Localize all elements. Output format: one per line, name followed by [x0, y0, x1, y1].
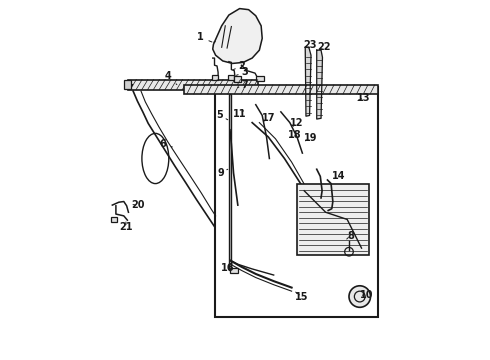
Polygon shape [213, 9, 262, 63]
Text: 18: 18 [288, 130, 301, 140]
Bar [256, 76, 264, 81]
Text: 15: 15 [295, 292, 308, 302]
Circle shape [349, 286, 370, 307]
Text: 11: 11 [233, 109, 247, 119]
Polygon shape [317, 50, 322, 119]
Text: 22: 22 [317, 42, 331, 51]
Bar [184, 85, 378, 94]
Text: 16: 16 [221, 263, 235, 273]
Polygon shape [229, 94, 231, 270]
Bar [215, 87, 378, 317]
Text: 19: 19 [303, 133, 317, 143]
Text: 13: 13 [357, 93, 371, 103]
Bar [128, 80, 258, 90]
Text: 21: 21 [119, 222, 133, 232]
Text: 9: 9 [217, 168, 228, 178]
Text: 1: 1 [197, 32, 212, 42]
Text: 6: 6 [159, 139, 172, 149]
Text: 3: 3 [236, 67, 247, 77]
Bar [111, 217, 117, 222]
Text: 8: 8 [347, 231, 354, 240]
Bar [230, 267, 238, 273]
Polygon shape [305, 47, 311, 116]
Text: 12: 12 [290, 118, 304, 128]
Bar [228, 75, 234, 80]
Text: 17: 17 [262, 113, 275, 123]
Text: 5: 5 [217, 111, 228, 121]
Text: 20: 20 [131, 200, 145, 210]
Text: 2: 2 [234, 61, 245, 71]
Bar [124, 80, 131, 89]
Text: 4: 4 [165, 71, 177, 85]
Bar [234, 76, 241, 82]
Bar [297, 184, 368, 255]
Text: 23: 23 [303, 40, 317, 50]
Text: 10: 10 [360, 290, 374, 300]
Bar [212, 75, 219, 80]
Text: 14: 14 [332, 171, 345, 181]
Text: 7: 7 [238, 80, 248, 90]
